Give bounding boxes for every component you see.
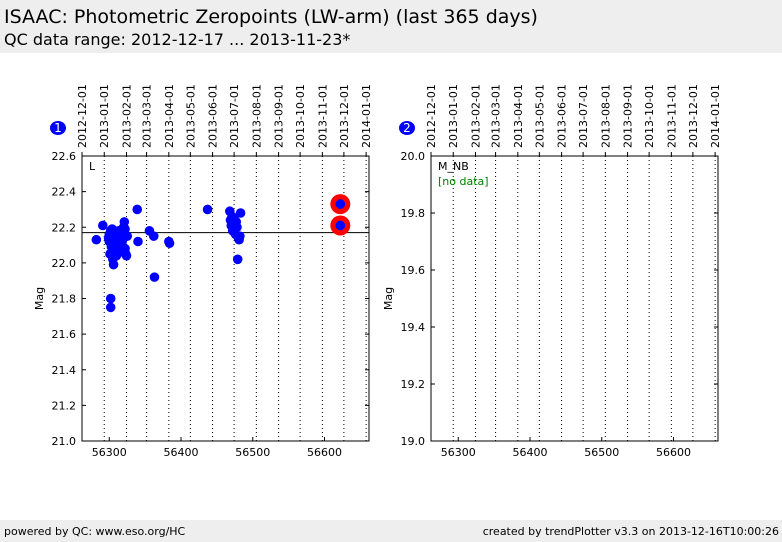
panel-1-x-tick-label: 56300 <box>92 446 127 459</box>
panel-2-date-tick-label: 2014-01-01 <box>709 84 722 148</box>
panel-1-y-tick-label: 22.2 <box>52 221 77 234</box>
panel-2-date-tick-label: 2013-09-01 <box>622 84 635 148</box>
panel-1-date-tick-label: 2013-12-01 <box>338 84 351 148</box>
panel-1-y-axis-label: Mag <box>33 287 46 310</box>
panel-1-data-point <box>202 204 213 215</box>
panel-1-y-tick-label: 21.2 <box>52 399 77 412</box>
panel-2-plot-frame <box>430 155 719 442</box>
panel-1-date-tick-label: 2013-01-01 <box>98 84 111 148</box>
panel-1-badge-number: 1 <box>54 121 62 135</box>
panel-1-panel-label: L <box>89 160 96 173</box>
panel-1-y-tick-label: 22.4 <box>52 186 77 199</box>
panel-1-data-point <box>335 199 346 209</box>
panel-1-data-point <box>235 208 246 218</box>
panel-1-data-point <box>232 254 243 265</box>
panel-1-y-tick-label: 22.0 <box>52 257 77 270</box>
panel-1-y-tick-label: 22.6 <box>52 150 77 163</box>
panel-1-x-tick-label: 56400 <box>164 446 199 459</box>
panel-1-badge-circle <box>50 121 66 135</box>
panel-2-date-tick-label: 2013-10-01 <box>643 84 656 148</box>
panel-1-data-point <box>122 231 133 241</box>
panel-1-x-tick-label: 56600 <box>307 446 342 459</box>
panel-1-date-tick-label: 2013-02-01 <box>120 84 133 148</box>
panel-2-date-tick-label: 2013-01-01 <box>447 84 460 148</box>
panel-1-date-tick-label: 2013-11-01 <box>316 84 329 148</box>
footer-bar: powered by QC: www.eso.org/HC created by… <box>0 520 782 542</box>
footer-credit: powered by QC: www.eso.org/HC <box>4 525 186 538</box>
panel-1-data-point <box>335 220 346 231</box>
panel-2-date-tick-label: 2013-05-01 <box>533 84 546 148</box>
panel-1-y-tick-label: 21.0 <box>52 435 77 448</box>
panel-1-date-tick-label: 2013-03-01 <box>141 84 154 148</box>
panel-2-date-tick-label: 2012-12-01 <box>425 84 438 148</box>
panel-2-y-tick-label: 19.0 <box>401 435 426 448</box>
panel-1-date-tick-label: 2013-04-01 <box>163 84 176 148</box>
panel-1-data-point <box>108 259 119 270</box>
panel-2-y-tick-label: 19.6 <box>401 264 426 277</box>
panel-1-date-tick-label: 2013-07-01 <box>228 84 241 148</box>
panel-1-data-point <box>91 234 102 245</box>
panel-1-data-point <box>105 293 116 304</box>
footer-generator: created by trendPlotter v3.3 on 2013-12-… <box>482 525 779 538</box>
panel-1-data-point <box>119 217 130 227</box>
page-subtitle: QC data range: 2012-12-17 ... 2013-11-23… <box>4 30 351 49</box>
panel-1-data-point <box>235 231 245 241</box>
panel-1-date-tick-label: 2012-12-01 <box>76 84 89 148</box>
panel-1-data-point <box>149 272 160 282</box>
panel-2-x-tick-label: 56400 <box>513 446 548 459</box>
panel-1-date-tick-label: 2013-06-01 <box>207 84 220 148</box>
panel-1-date-tick-label: 2013-05-01 <box>184 84 197 148</box>
panel-2-y-tick-label: 19.2 <box>401 378 426 391</box>
panel-1-data-point <box>105 302 116 313</box>
panel-2-badge-number: 2 <box>403 121 411 135</box>
panel-2-y-tick-label: 19.8 <box>401 207 426 220</box>
panel-1-plot-frame <box>81 155 370 442</box>
panel-2-no-data-annotation: [no data] <box>438 175 489 188</box>
panel-2-x-tick-label: 56500 <box>584 446 619 459</box>
panel-2-date-tick-label: 2013-11-01 <box>665 84 678 148</box>
panel-1-data-point <box>98 220 108 231</box>
panel-2-badge-circle <box>399 121 415 135</box>
panel-1-data-point <box>133 236 143 247</box>
panel-1-data-point <box>132 204 143 215</box>
panel-1-data-point <box>148 231 159 241</box>
panel-2-date-tick-label: 2013-08-01 <box>599 84 612 148</box>
page-title: ISAAC: Photometric Zeropoints (LW-arm) (… <box>4 6 538 28</box>
panel-2-date-tick-label: 2013-03-01 <box>490 84 503 148</box>
panel-2-panel-label: M_NB <box>438 160 469 173</box>
panel-2-y-tick-label: 19.4 <box>401 321 426 334</box>
panel-1-data-point <box>164 238 175 249</box>
panel-2-date-tick-label: 2013-12-01 <box>687 84 700 148</box>
panel-2-date-tick-label: 2013-06-01 <box>556 84 569 148</box>
panel-1-x-tick-label: 56500 <box>235 446 270 459</box>
panel-1-data-point <box>232 222 242 233</box>
panel-2-x-tick-label: 56600 <box>656 446 691 459</box>
panel-1-date-tick-label: 2013-10-01 <box>294 84 307 148</box>
panel-2-y-axis-label: Mag <box>382 287 395 310</box>
panel-2-date-tick-label: 2013-04-01 <box>512 84 525 148</box>
panel-1-y-tick-label: 21.4 <box>52 364 77 377</box>
panel-1-y-tick-label: 21.6 <box>52 328 77 341</box>
panel-1-data-point <box>121 250 132 261</box>
panel-2-date-tick-label: 2013-07-01 <box>577 84 590 148</box>
panel-2-x-tick-label: 56300 <box>441 446 476 459</box>
panel-1-date-tick-label: 2014-01-01 <box>360 84 373 148</box>
panel-1-date-tick-label: 2013-09-01 <box>273 84 286 148</box>
header-bar: ISAAC: Photometric Zeropoints (LW-arm) (… <box>0 0 782 53</box>
panel-1-y-tick-label: 21.8 <box>52 293 77 306</box>
panel-2-y-tick-label: 20.0 <box>401 150 426 163</box>
panel-2-date-tick-label: 2013-02-01 <box>469 84 482 148</box>
panel-1-date-tick-label: 2013-08-01 <box>250 84 263 148</box>
